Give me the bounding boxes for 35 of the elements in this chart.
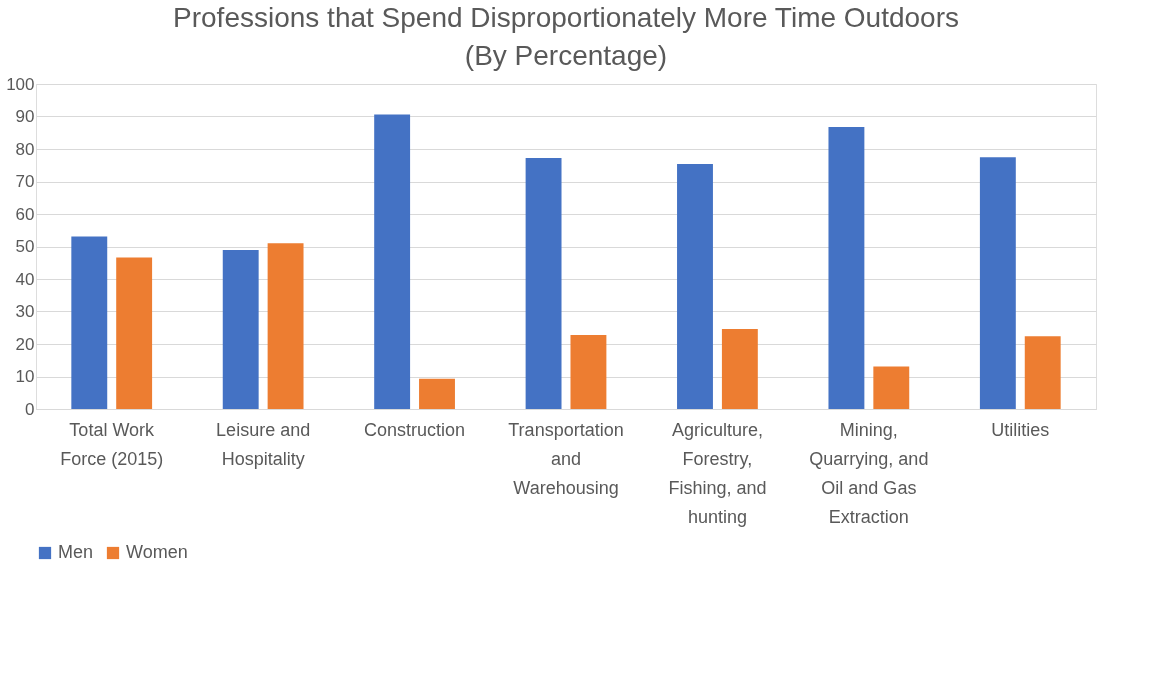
bar xyxy=(1024,336,1061,409)
x-tick-label: Leisure and Hospitality xyxy=(216,419,311,469)
y-tick-label: 80 xyxy=(15,139,35,159)
y-tick-label: 30 xyxy=(15,302,35,321)
y-tick-label: 90 xyxy=(15,107,35,126)
y-tick-label: 60 xyxy=(15,204,35,224)
y-tick-label: 70 xyxy=(15,172,35,191)
bar xyxy=(677,163,713,409)
y-tick-label: 10 xyxy=(15,367,35,386)
bar xyxy=(71,236,108,409)
bar xyxy=(374,114,411,409)
bar xyxy=(419,378,455,409)
x-tick-label: Total Work Force (2015) xyxy=(60,419,164,469)
bar xyxy=(828,126,865,409)
legend-label: Women xyxy=(126,542,188,562)
y-tick-label: 50 xyxy=(15,237,35,256)
x-tick-label: Mining, Quarrying, and Oil and Gas Extraction xyxy=(809,419,929,527)
bar xyxy=(873,366,910,409)
x-tick-label: Utilities xyxy=(991,419,1050,440)
y-tick-label: 40 xyxy=(15,269,35,289)
y-tick-label: 100 xyxy=(6,74,35,94)
y-tick-label: 20 xyxy=(15,334,35,354)
bar xyxy=(222,250,259,409)
x-tick-label: Construction xyxy=(364,419,466,440)
bar xyxy=(570,334,607,409)
bar xyxy=(721,329,758,409)
bar xyxy=(267,243,304,409)
bar xyxy=(525,158,562,409)
x-tick-label: Agriculture, Forestry, Fishing, and hunting xyxy=(668,419,767,527)
x-tick-label: Transportation and Warehousing xyxy=(508,419,624,498)
y-tick-label: 0 xyxy=(25,399,35,419)
chart-title: Professions that Spend Disproportionately More Time Outdoors (By Percentage) xyxy=(173,2,959,71)
legend-label: Men xyxy=(58,542,94,562)
bar xyxy=(116,257,153,409)
bar xyxy=(979,157,1016,409)
